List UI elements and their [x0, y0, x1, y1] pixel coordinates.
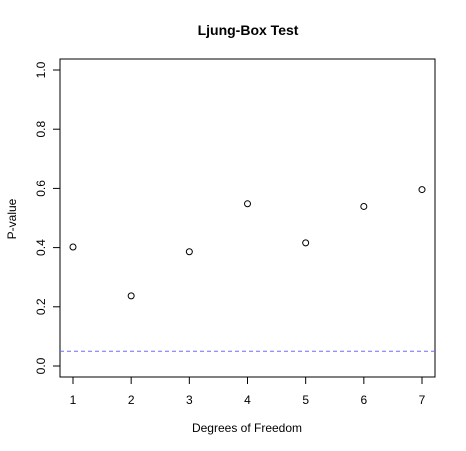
data-point: [302, 239, 310, 247]
y-tick-label: 0.6: [34, 180, 48, 197]
data-point: [418, 186, 426, 194]
y-tick-label: 0.4: [34, 239, 48, 256]
x-tick-label: 1: [70, 393, 77, 407]
chart-title: Ljung-Box Test: [198, 22, 299, 38]
y-tick-label: 0.8: [34, 121, 48, 138]
x-tick-label: 4: [244, 393, 251, 407]
y-axis: 0.0 0.2 0.4 0.6 0.8 1.0: [34, 61, 61, 374]
data-points: [69, 186, 426, 300]
data-point: [69, 243, 77, 251]
y-axis-label: P-value: [5, 198, 19, 239]
x-tick-label: 5: [302, 393, 309, 407]
x-tick-label: 6: [360, 393, 367, 407]
y-tick-label: 1.0: [34, 61, 48, 78]
x-axis: 1 2 3 4 5 6 7: [70, 376, 426, 407]
y-tick-label: 0.2: [34, 298, 48, 315]
y-tick-label: 0.0: [34, 357, 48, 374]
data-point: [127, 292, 135, 300]
plot-frame: [59, 58, 436, 378]
x-tick-label: 7: [419, 393, 426, 407]
x-tick-label: 3: [186, 393, 193, 407]
data-point: [244, 200, 251, 208]
x-axis-label: Degrees of Freedom: [192, 421, 302, 435]
data-point: [185, 248, 193, 256]
x-tick-label: 2: [128, 393, 135, 407]
data-point: [360, 202, 368, 210]
